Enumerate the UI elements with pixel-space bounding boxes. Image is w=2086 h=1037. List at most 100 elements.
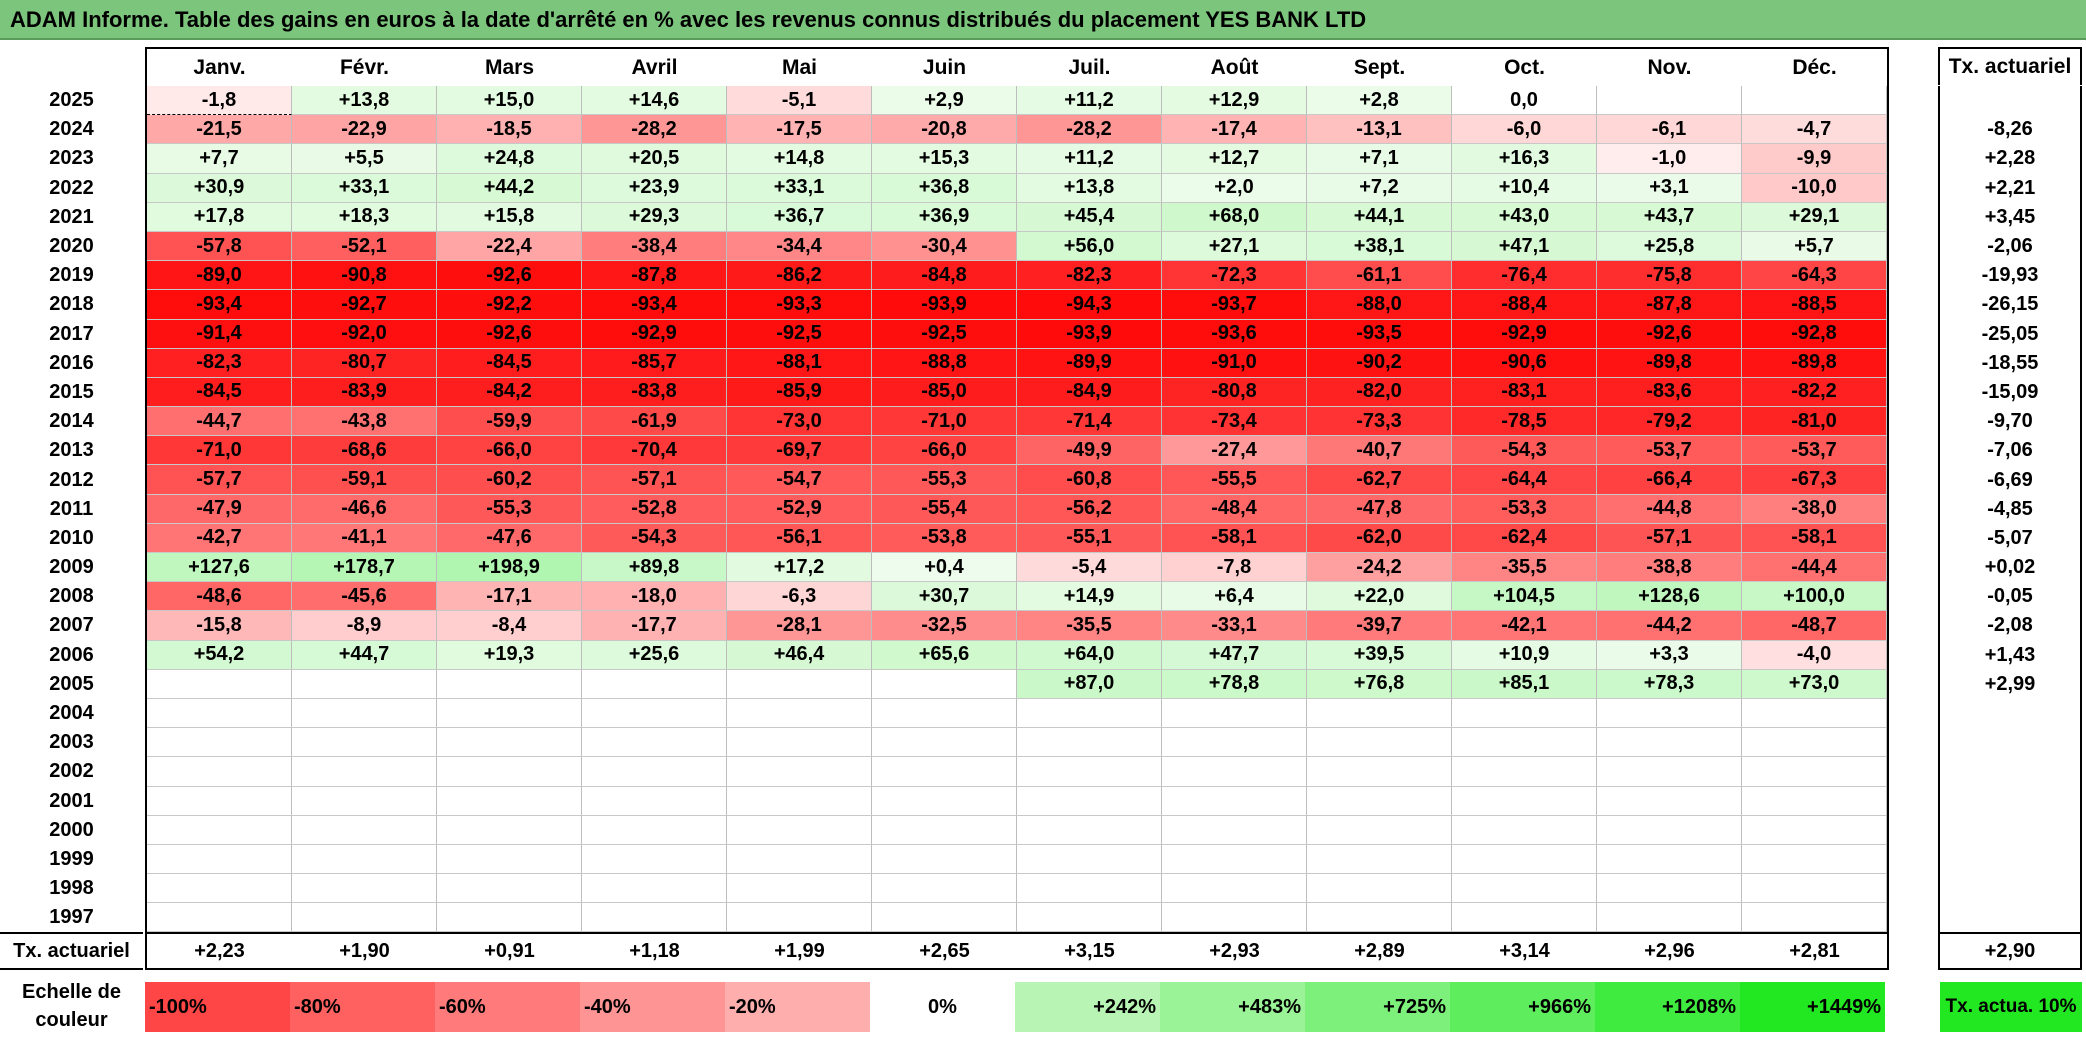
year-label: 2020 [49, 235, 94, 258]
gain-cell [727, 698, 872, 729]
gain-cell: -93,7 [1162, 290, 1307, 320]
month-header-cell: Nov. [1647, 56, 1692, 79]
gain-cell: +12,7 [1162, 144, 1307, 174]
gain-cell: +10,9 [1452, 640, 1597, 670]
annual-rate-cell [1940, 699, 2080, 728]
gain-cell: +178,7 [292, 553, 437, 583]
gain-cell: -82,3 [147, 348, 292, 378]
gain-cell: -53,3 [1452, 494, 1597, 524]
year-label: 2014 [49, 410, 94, 433]
gain-cell [1162, 815, 1307, 845]
gain-cell: -90,6 [1452, 348, 1597, 378]
gains-grid: -1,8 +13,8 +15,0 +14,6 -5,1 +2,9 +11,2 +12,9 +2,… [145, 86, 1889, 933]
gain-cell [1162, 903, 1307, 933]
gain-cell: -44,8 [1597, 494, 1742, 524]
gain-cell: -45,6 [292, 582, 437, 612]
gain-cell: -44,2 [1597, 611, 1742, 641]
gain-cell [1742, 728, 1887, 758]
gain-cell: -83,9 [292, 377, 437, 408]
gain-cell: +2,8 [1307, 86, 1452, 116]
gain-cell [872, 757, 1017, 787]
gain-cell: -59,9 [437, 407, 582, 437]
legend-swatch: +483% [1160, 982, 1305, 1032]
gain-cell: -71,4 [1017, 407, 1162, 437]
gain-cell [292, 698, 437, 729]
gain-cell: +87,0 [1017, 669, 1162, 699]
gain-cell: +22,0 [1307, 582, 1452, 612]
monthly-rate-cell: +2,93 [1209, 939, 1260, 962]
legend-annual-rate: Tx. actua. 10% [1940, 982, 2082, 1032]
gain-cell [1452, 728, 1597, 758]
gain-cell [437, 815, 582, 845]
gain-cell: -53,7 [1742, 436, 1887, 466]
gain-cell [1742, 698, 1887, 729]
gain-cell: -38,0 [1742, 494, 1887, 524]
legend-swatch: -60% [435, 982, 580, 1032]
gain-cell: +85,1 [1452, 669, 1597, 699]
gain-cell: +29,1 [1742, 202, 1887, 232]
gain-cell: +56,0 [1017, 231, 1162, 262]
annual-rate-cell: +2,28 [1984, 147, 2036, 170]
gain-cell [1017, 874, 1162, 904]
gain-cell: -92,2 [437, 290, 582, 320]
gain-cell: -55,3 [437, 494, 582, 524]
annual-rate-cell: +3,45 [1984, 205, 2036, 228]
gain-cell [437, 757, 582, 787]
gain-cell: -57,1 [1597, 523, 1742, 553]
gain-cell: -86,2 [727, 261, 872, 291]
gain-cell [437, 669, 582, 699]
gain-cell: -92,9 [1452, 319, 1597, 349]
gain-cell [1162, 844, 1307, 875]
month-header-cell: Août [1210, 56, 1259, 79]
gain-cell [437, 874, 582, 904]
year-label: 2017 [49, 322, 94, 345]
gain-cell: +13,8 [1017, 173, 1162, 203]
gain-cell [727, 815, 872, 845]
monthly-rate-cell: +2,65 [919, 939, 970, 962]
gain-cell: -60,8 [1017, 465, 1162, 495]
annual-rate-cell [1940, 86, 2080, 115]
gain-cell: -73,0 [727, 407, 872, 437]
annual-rate-cell: -18,55 [1981, 351, 2039, 374]
gain-cell [727, 844, 872, 875]
gain-cell: -28,2 [582, 115, 727, 145]
gain-cell [1307, 786, 1452, 816]
gain-cell: +198,9 [437, 553, 582, 583]
gain-cell: +38,1 [1307, 231, 1452, 262]
gain-cell: +7,2 [1307, 173, 1452, 203]
gain-cell: -91,4 [147, 319, 292, 349]
gain-cell: -18,0 [582, 582, 727, 612]
gain-cell: -93,9 [1017, 319, 1162, 349]
gain-cell [1597, 844, 1742, 875]
annual-rate-cell [1940, 757, 2080, 786]
gain-cell: -34,4 [727, 231, 872, 262]
year-label: 2021 [49, 205, 94, 228]
gain-cell [1597, 815, 1742, 845]
gain-cell [147, 786, 292, 816]
year-label: 2007 [49, 614, 94, 637]
year-label: 2002 [49, 760, 94, 783]
gain-cell: -44,4 [1742, 553, 1887, 583]
gain-cell: -48,7 [1742, 611, 1887, 641]
gain-cell [1307, 757, 1452, 787]
gain-cell: +29,3 [582, 202, 727, 232]
gain-cell [582, 844, 727, 875]
gain-cell: -47,8 [1307, 494, 1452, 524]
gain-cell [1017, 728, 1162, 758]
gain-cell: -89,8 [1597, 348, 1742, 378]
color-scale-legend: -100% -80% -60% -40% -20% 0% +242% +483% +725% +9… [145, 982, 1885, 1032]
gain-cell: +68,0 [1162, 202, 1307, 232]
gain-cell: -62,0 [1307, 523, 1452, 553]
gain-cell [1742, 757, 1887, 787]
gain-cell: -15,8 [147, 611, 292, 641]
gain-cell: -4,0 [1742, 640, 1887, 670]
gain-cell: +65,6 [872, 640, 1017, 670]
gain-cell: -92,6 [1597, 319, 1742, 349]
gain-cell [1742, 844, 1887, 875]
gain-cell: -93,9 [872, 290, 1017, 320]
year-label: 2022 [49, 176, 94, 199]
gain-cell: -89,8 [1742, 348, 1887, 378]
gain-cell [1017, 698, 1162, 729]
gain-cell [1452, 815, 1597, 845]
gain-cell: +44,2 [437, 173, 582, 203]
